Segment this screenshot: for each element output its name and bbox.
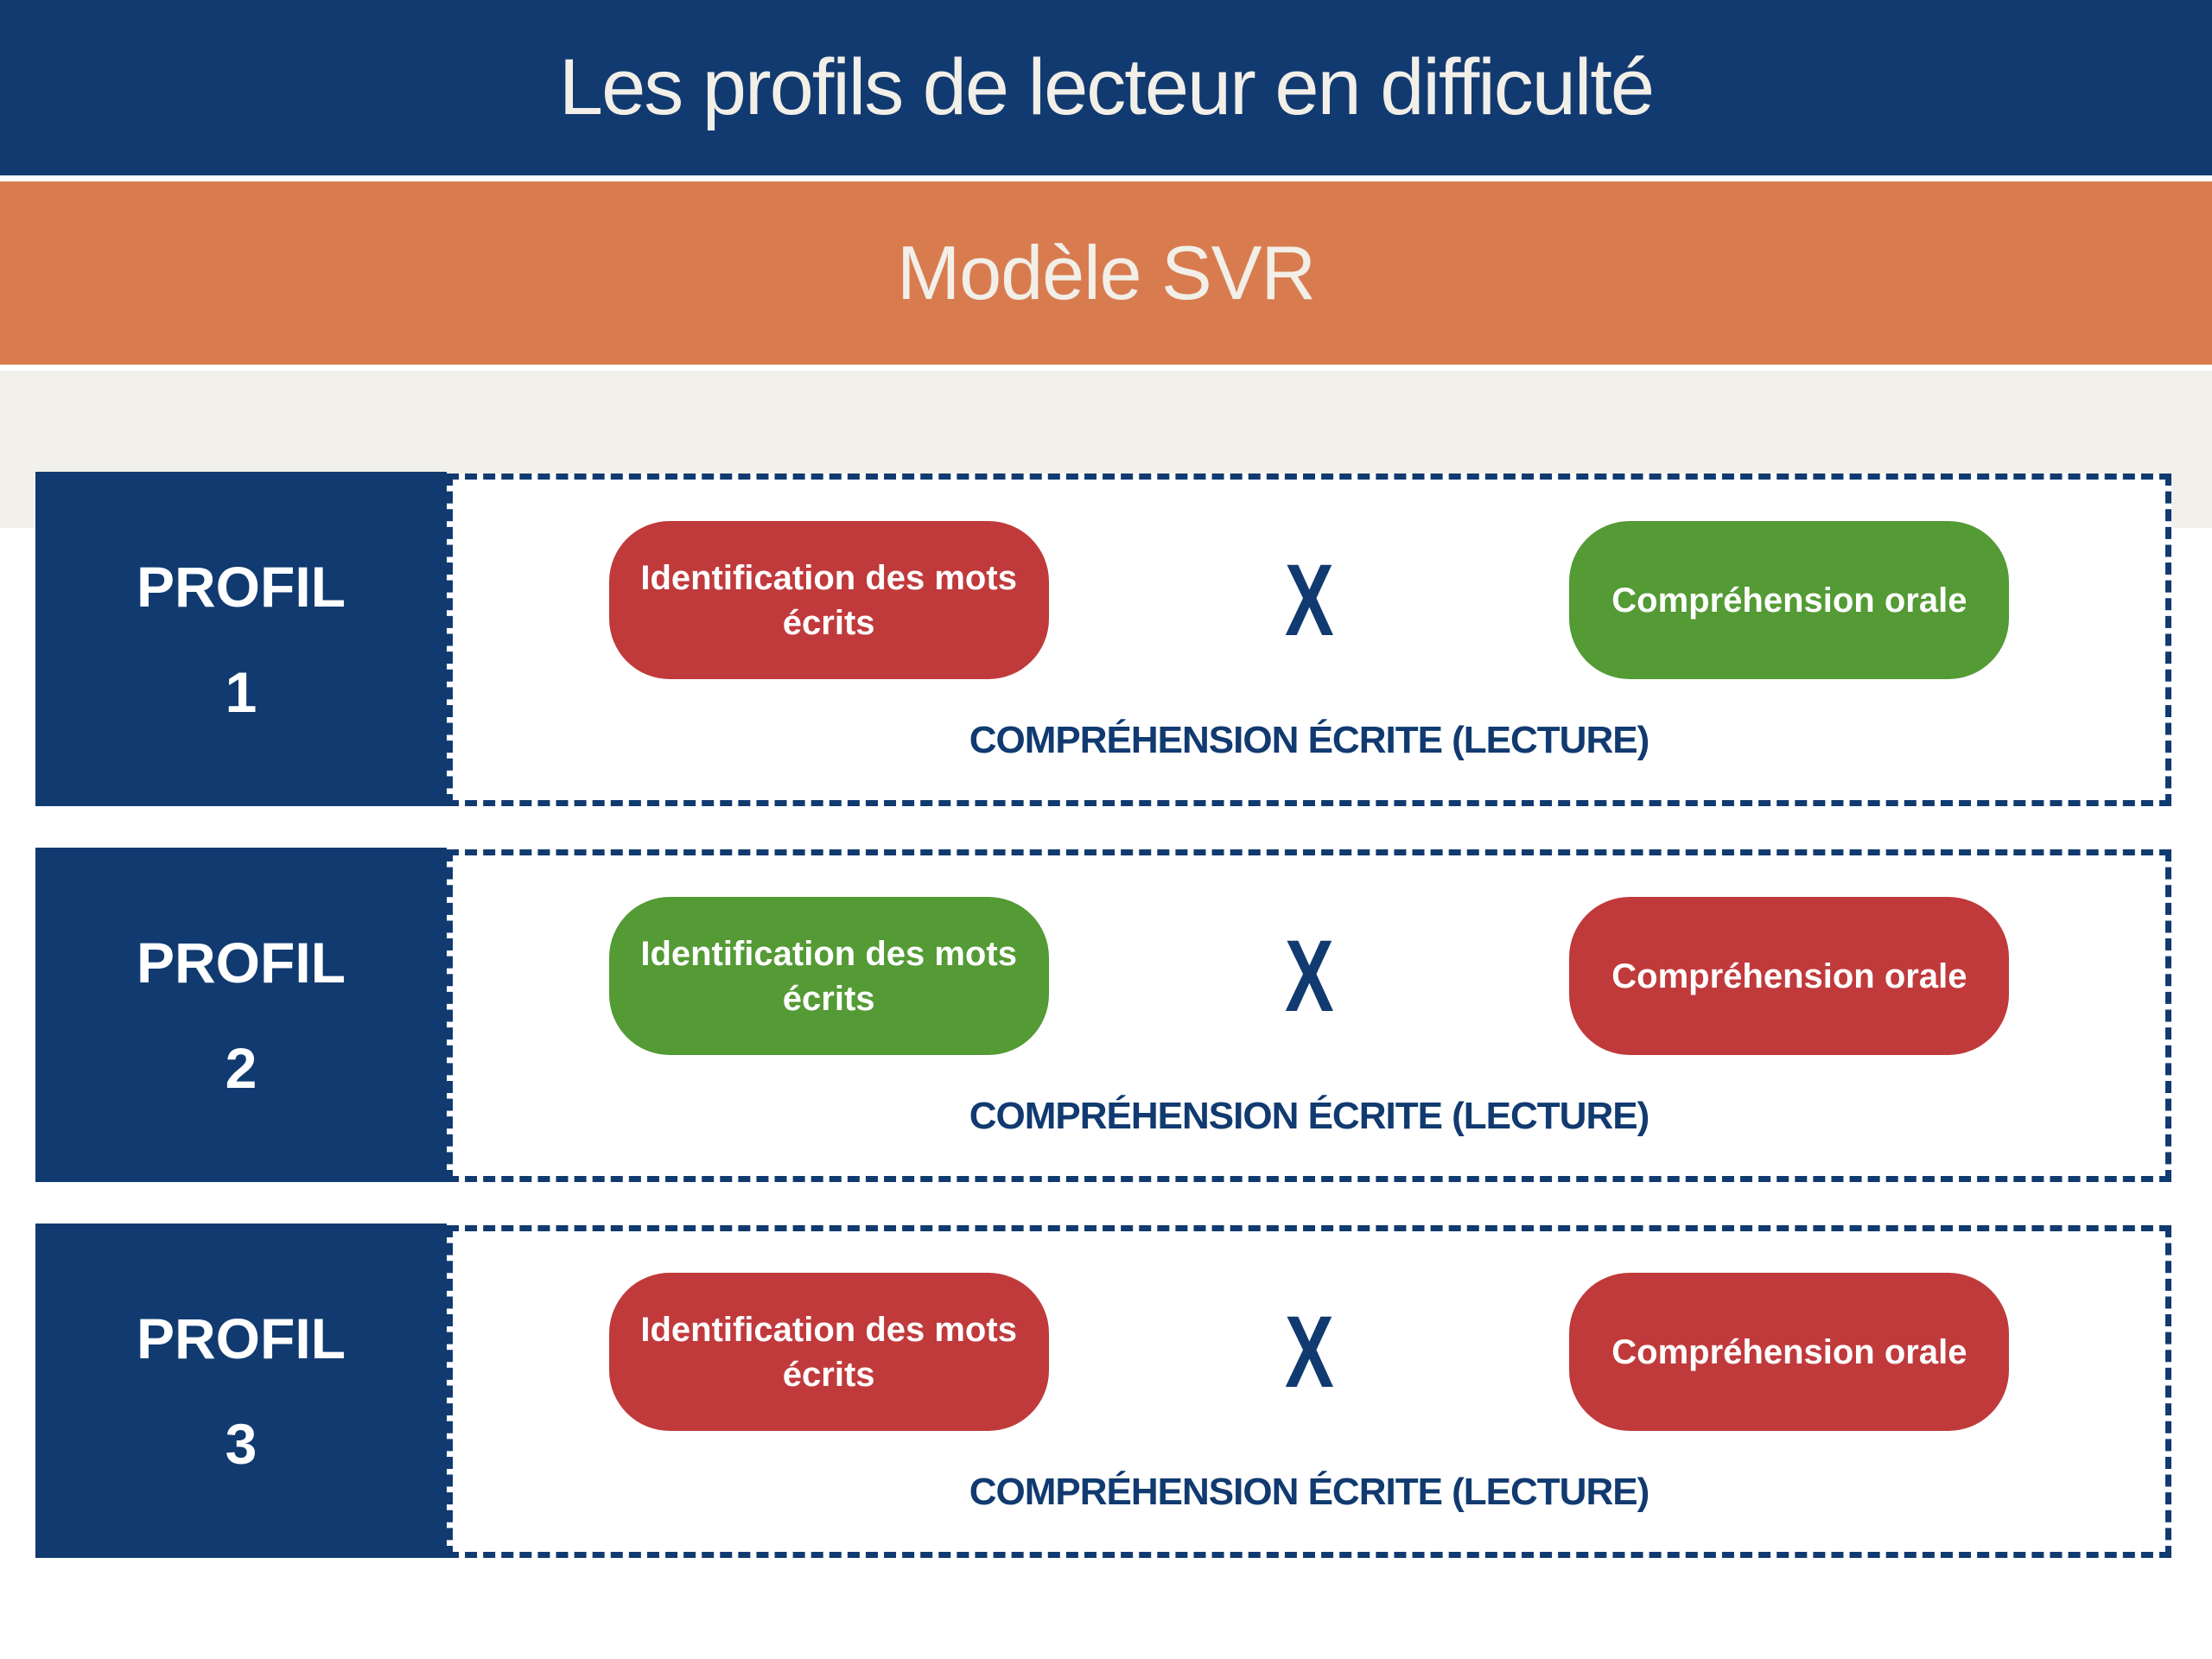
profile-3-content-box: Identification des mots écrits X Compréh… xyxy=(447,1225,2171,1558)
profile-2-content-box: Identification des mots écrits X Compréh… xyxy=(447,849,2171,1182)
multiplication-operator: X xyxy=(1284,1294,1334,1409)
profile-number: 3 xyxy=(225,1411,257,1476)
identification-mots-ecrits-pill: Identification des mots écrits xyxy=(608,521,1049,679)
pills-row: Identification des mots écrits X Compréh… xyxy=(608,1273,2010,1431)
profile-label: PROFIL xyxy=(137,1306,346,1370)
profile-label: PROFIL xyxy=(137,930,346,995)
profile-3-label-box: PROFIL 3 xyxy=(35,1224,447,1558)
comprehension-ecrite-caption: COMPRÉHENSION ÉCRITE (LECTURE) xyxy=(969,1095,1649,1137)
subtitle-bar: Modèle SVR xyxy=(0,181,2212,365)
multiplication-operator: X xyxy=(1284,918,1334,1033)
comprehension-orale-pill: Compréhension orale xyxy=(1569,1273,2010,1431)
comprehension-orale-pill: Compréhension orale xyxy=(1569,521,2010,679)
pills-row: Identification des mots écrits X Compréh… xyxy=(608,897,2010,1055)
profile-row-1: PROFIL 1 Identification des mots écrits … xyxy=(35,472,2171,806)
comprehension-ecrite-caption: COMPRÉHENSION ÉCRITE (LECTURE) xyxy=(969,1471,1649,1513)
profile-number: 2 xyxy=(225,1035,257,1100)
profile-number: 1 xyxy=(225,659,257,724)
comprehension-ecrite-caption: COMPRÉHENSION ÉCRITE (LECTURE) xyxy=(969,719,1649,761)
title-bar: Les profils de lecteur en difficulté xyxy=(0,0,2212,175)
profile-1-content-box: Identification des mots écrits X Compréh… xyxy=(447,474,2171,806)
comprehension-orale-pill: Compréhension orale xyxy=(1569,897,2010,1055)
subtitle: Modèle SVR xyxy=(896,230,1316,315)
identification-mots-ecrits-pill: Identification des mots écrits xyxy=(608,1273,1049,1431)
profile-label: PROFIL xyxy=(137,554,346,619)
page-title: Les profils de lecteur en difficulté xyxy=(558,43,1655,131)
pills-row: Identification des mots écrits X Compréh… xyxy=(608,521,2010,679)
identification-mots-ecrits-pill: Identification des mots écrits xyxy=(608,897,1049,1055)
multiplication-operator: X xyxy=(1284,543,1334,658)
profile-2-label-box: PROFIL 2 xyxy=(35,848,447,1182)
profile-row-2: PROFIL 2 Identification des mots écrits … xyxy=(35,848,2171,1182)
profile-row-3: PROFIL 3 Identification des mots écrits … xyxy=(35,1224,2171,1558)
profile-1-label-box: PROFIL 1 xyxy=(35,472,447,806)
